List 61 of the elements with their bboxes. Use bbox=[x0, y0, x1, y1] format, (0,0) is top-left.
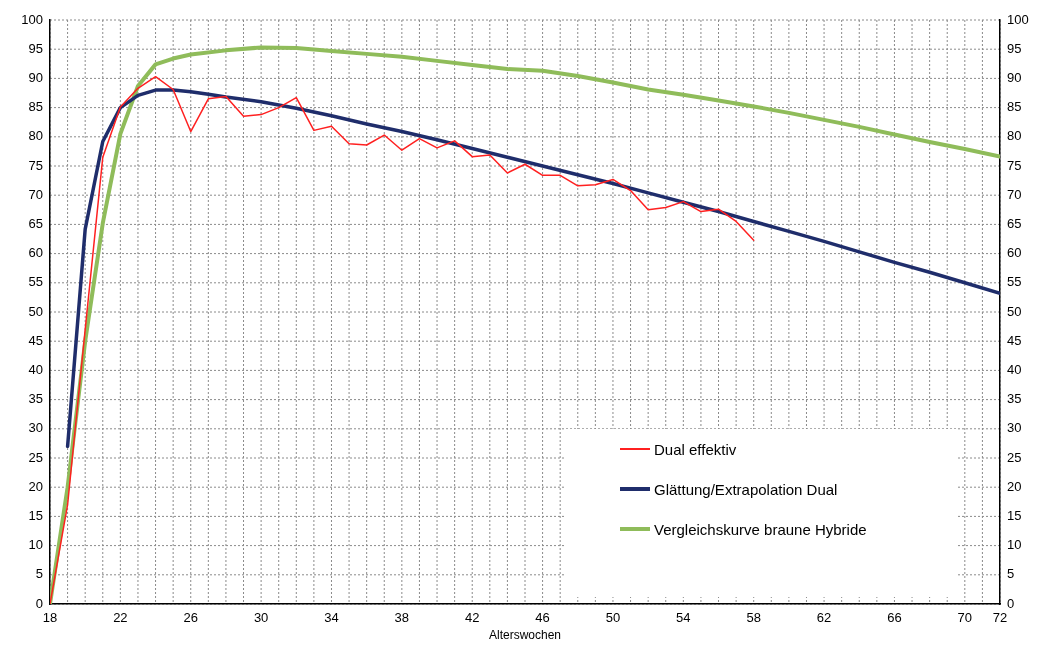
x-tick-label: 54 bbox=[676, 610, 691, 626]
y2-tick-label: 15 bbox=[1007, 507, 1022, 523]
y2-tick-label: 75 bbox=[1007, 157, 1022, 173]
x-tick-label: 50 bbox=[605, 610, 621, 626]
y2-tick-label: 80 bbox=[1007, 128, 1022, 144]
y2-tick-label: 85 bbox=[1007, 99, 1022, 115]
y-tick-label: 70 bbox=[28, 186, 43, 202]
y2-tick-label: 35 bbox=[1007, 391, 1022, 407]
y-tick-label: 95 bbox=[28, 40, 43, 56]
y-tick-label: 10 bbox=[28, 537, 43, 553]
y-tick-label: 85 bbox=[28, 99, 43, 115]
x-tick-label: 30 bbox=[253, 610, 269, 626]
y-tick-label: 35 bbox=[28, 391, 43, 407]
y-tick-label: 15 bbox=[28, 507, 43, 523]
x-tick-label: 26 bbox=[183, 610, 198, 626]
legend-label: Dual effektiv bbox=[654, 440, 737, 458]
x-tick-label: 66 bbox=[887, 610, 902, 626]
y2-tick-label: 70 bbox=[1007, 186, 1022, 202]
y-tick-label: 65 bbox=[28, 215, 43, 231]
x-tick-label: 34 bbox=[324, 610, 339, 626]
legend-label: Glättung/Extrapolation Dual bbox=[654, 480, 838, 498]
y2-tick-label: 20 bbox=[1007, 478, 1022, 494]
y-tick-label: 45 bbox=[28, 332, 43, 348]
y2-tick-label: 95 bbox=[1007, 40, 1022, 56]
y2-tick-label: 100 bbox=[1007, 11, 1029, 27]
x-tick-label: 42 bbox=[464, 610, 480, 626]
y-tick-label: 5 bbox=[35, 566, 43, 582]
x-tick-label: 46 bbox=[535, 610, 550, 626]
y2-tick-label: 5 bbox=[1007, 566, 1015, 582]
y2-tick-label: 25 bbox=[1007, 449, 1022, 465]
y2-tick-label: 65 bbox=[1007, 215, 1022, 231]
x-tick-label: 22 bbox=[113, 610, 128, 626]
x-tick-label: 62 bbox=[816, 610, 832, 626]
y2-tick-label: 45 bbox=[1007, 332, 1022, 348]
y-tick-label: 20 bbox=[28, 478, 43, 494]
y2-tick-label: 10 bbox=[1007, 537, 1022, 553]
y-tick-label: 100 bbox=[21, 11, 43, 27]
x-tick-label: 72 bbox=[992, 610, 1008, 626]
x-tick-label: 38 bbox=[394, 610, 410, 626]
y-tick-label: 90 bbox=[28, 69, 43, 85]
y-tick-label: 30 bbox=[28, 420, 43, 436]
y-tick-label: 50 bbox=[28, 303, 43, 319]
y2-tick-label: 55 bbox=[1007, 274, 1022, 290]
y-tick-label: 60 bbox=[28, 245, 43, 261]
legend-label: Vergleichskurve braune Hybride bbox=[654, 520, 867, 538]
y-tick-label: 55 bbox=[28, 274, 43, 290]
y2-tick-label: 60 bbox=[1007, 245, 1022, 261]
y2-tick-label: 50 bbox=[1007, 303, 1022, 319]
y2-tick-label: 40 bbox=[1007, 361, 1022, 377]
x-tick-label: 58 bbox=[746, 610, 761, 626]
x-tick-label: 70 bbox=[957, 610, 973, 626]
y-tick-label: 80 bbox=[28, 128, 43, 144]
y-tick-label: 40 bbox=[28, 361, 43, 377]
y2-tick-label: 90 bbox=[1007, 69, 1022, 85]
y2-tick-label: 30 bbox=[1007, 420, 1022, 436]
y2-tick-label: 0 bbox=[1007, 595, 1015, 611]
y-tick-label: 75 bbox=[28, 157, 43, 173]
x-axis-title: Alterswochen bbox=[488, 628, 562, 643]
y-tick-label: 0 bbox=[35, 595, 43, 611]
y-tick-label: 25 bbox=[28, 449, 43, 465]
x-tick-label: 18 bbox=[42, 610, 58, 626]
